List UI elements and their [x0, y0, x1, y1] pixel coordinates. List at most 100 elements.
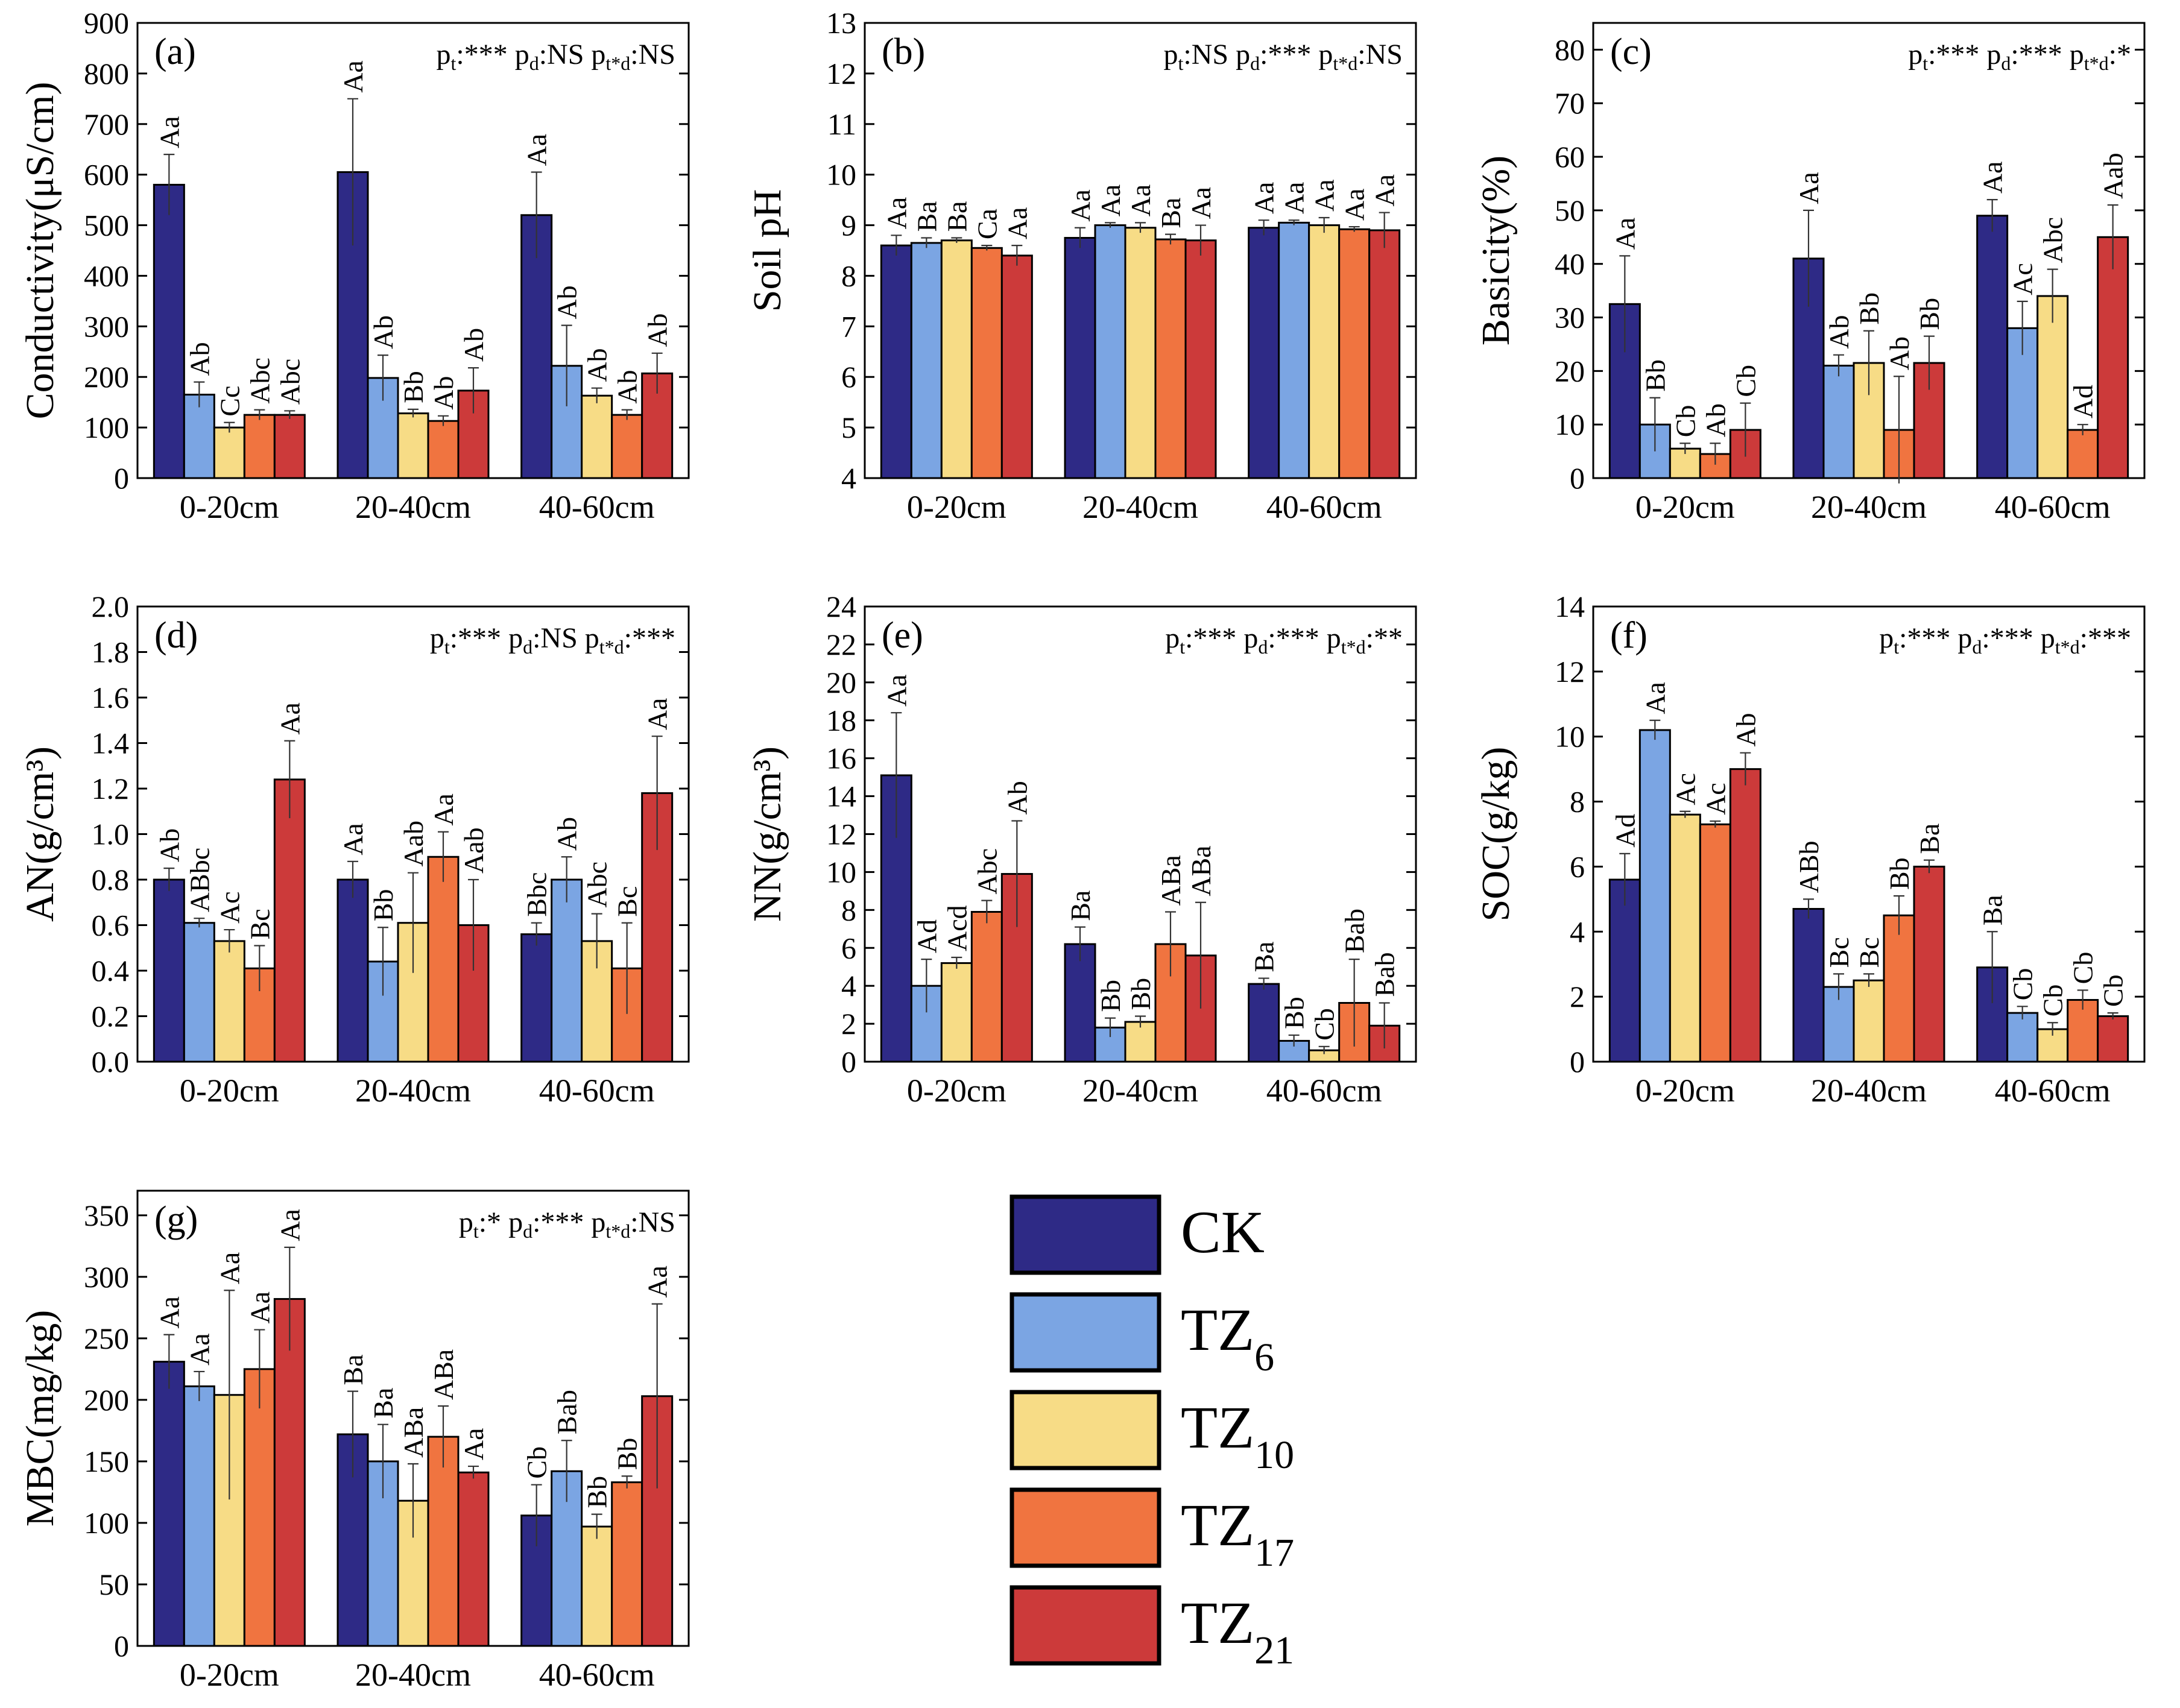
- significance-label: ABa: [1186, 845, 1216, 896]
- p-value: :***: [1899, 622, 1957, 654]
- y-tick-label: 1.4: [92, 726, 130, 760]
- bar-TZ17-40-60cm: [611, 1481, 643, 1647]
- significance-label: Cb: [2038, 985, 2068, 1017]
- significance-label: Aa: [1279, 182, 1310, 215]
- significance-label: Ab: [1884, 336, 1915, 370]
- bar-TZ21-40-60cm: [2097, 1015, 2129, 1063]
- bar-TZ21-40-60cm: [1368, 229, 1401, 479]
- bar-TZ21-0-20cm: [1729, 768, 1761, 1063]
- panel-label: (c): [1610, 31, 1652, 72]
- y-tick-label: 20: [826, 666, 856, 699]
- x-tick-label: 20-40cm: [1082, 1073, 1198, 1109]
- legend-label-base: TZ: [1181, 1296, 1254, 1363]
- y-tick-label: 50: [1555, 194, 1585, 227]
- significance-label: ABb: [1793, 840, 1824, 893]
- bar-TZ21-20-40cm: [1184, 239, 1217, 479]
- significance-label: Ab: [1824, 315, 1854, 348]
- y-tick-label: 4: [841, 969, 856, 1003]
- significance-label: Bb: [1914, 298, 1945, 330]
- significance-label: Bb: [1279, 997, 1310, 1029]
- bar-CK-20-40cm: [1064, 943, 1096, 1063]
- p-value: :***: [532, 1206, 591, 1238]
- y-axis-label: NN(g/cm³): [745, 746, 789, 922]
- significance-label: Ac: [2008, 263, 2038, 295]
- y-axis-label: MBC(mg/kg): [18, 1310, 62, 1527]
- p-value: :NS: [630, 39, 675, 71]
- p-value: :NS: [1357, 39, 1403, 71]
- p-symbol: p: [1986, 39, 2001, 71]
- y-tick-label: 250: [84, 1322, 129, 1355]
- p-value: :***: [456, 39, 514, 71]
- bar-TZ10-0-20cm: [940, 962, 973, 1063]
- p-symbol: p: [1879, 622, 1894, 654]
- y-tick-label: 10: [826, 158, 856, 192]
- x-tick-label: 0-20cm: [907, 1073, 1006, 1109]
- significance-label: Ca: [972, 209, 1002, 239]
- significance-label: Ab: [1730, 713, 1761, 746]
- p-symbol: p: [1908, 39, 1923, 71]
- y-tick-label: 6: [841, 360, 856, 394]
- significance-label: Ab: [368, 315, 399, 349]
- y-tick-label: 1.2: [92, 772, 130, 805]
- y-axis-label: Basicity(%): [1474, 156, 1518, 345]
- significance-label: Aa: [1977, 161, 2008, 194]
- significance-label: Ac: [1700, 783, 1731, 815]
- y-tick-label: 0: [114, 1629, 129, 1663]
- y-tick-label: 12: [826, 57, 856, 90]
- bar-TZ10-20-40cm: [397, 412, 429, 479]
- legend-label-subscript: 10: [1254, 1433, 1294, 1477]
- y-tick-label: 8: [841, 893, 856, 927]
- y-tick-label: 8: [841, 259, 856, 292]
- y-tick-label: 20: [1555, 354, 1585, 388]
- significance-label: Ba: [1977, 895, 2008, 925]
- significance-label: Ac: [1670, 773, 1701, 805]
- y-axis-label: Soil pH: [745, 189, 789, 312]
- y-tick-label: 22: [826, 628, 856, 661]
- significance-label: Cb: [2098, 974, 2129, 1007]
- bar-TZ6-0-20cm: [183, 922, 215, 1063]
- p-subscript: t*d: [2084, 52, 2109, 74]
- significance-label: Ab: [642, 314, 673, 347]
- p-value: :NS: [630, 1206, 675, 1238]
- panel-label: (d): [154, 615, 198, 656]
- x-tick-label: 40-60cm: [1995, 1073, 2111, 1109]
- bar-TZ6-40-60cm: [1278, 221, 1310, 479]
- bar-CK-40-60cm: [1248, 983, 1280, 1063]
- significance-label: Aa: [1793, 172, 1824, 204]
- panel-label: (f): [1610, 615, 1648, 656]
- legend-swatch-TZ17: [1009, 1487, 1161, 1568]
- p-symbol: p: [591, 39, 605, 71]
- y-tick-label: 1.0: [92, 818, 130, 851]
- bar-TZ6-40-60cm: [2006, 1012, 2039, 1063]
- p-symbol: p: [1165, 622, 1180, 654]
- legend-label-base: TZ: [1181, 1394, 1254, 1461]
- legend-swatch-TZ10: [1009, 1390, 1161, 1470]
- legend-label-TZ10: TZ10: [1181, 1394, 1294, 1477]
- p-subscript: d: [1972, 636, 1982, 658]
- p-value: :***: [2011, 39, 2069, 71]
- significance-label: Ac: [214, 891, 245, 924]
- p-symbol: p: [1243, 622, 1258, 654]
- significance-label: Bb: [582, 1476, 613, 1508]
- bar-CK-0-20cm: [153, 183, 185, 479]
- y-tick-label: 50: [99, 1568, 129, 1601]
- bar-CK-40-60cm: [1248, 227, 1280, 479]
- y-tick-label: 800: [84, 57, 129, 90]
- y-tick-label: 10: [826, 855, 856, 889]
- p-symbol: p: [459, 1206, 473, 1238]
- significance-label: Ab: [458, 328, 489, 362]
- significance-label: Bb: [1095, 980, 1126, 1012]
- bar-TZ21-40-60cm: [2097, 236, 2129, 479]
- p-symbol: p: [508, 1206, 523, 1238]
- y-tick-label: 11: [827, 107, 856, 141]
- y-axis-label: AN(g/cm³): [18, 746, 62, 922]
- x-tick-label: 40-60cm: [1266, 1073, 1382, 1109]
- significance-label: Ba: [1249, 941, 1280, 972]
- significance-label: Bb: [1884, 857, 1915, 890]
- y-tick-label: 8: [1570, 785, 1585, 819]
- significance-label: Ab: [184, 342, 215, 376]
- x-tick-label: 20-40cm: [355, 1073, 471, 1109]
- bar-CK-0-20cm: [153, 878, 185, 1063]
- significance-label: ABa: [428, 1349, 459, 1400]
- p-values: pt:*** pd:*** pt*d:**: [1165, 622, 1403, 658]
